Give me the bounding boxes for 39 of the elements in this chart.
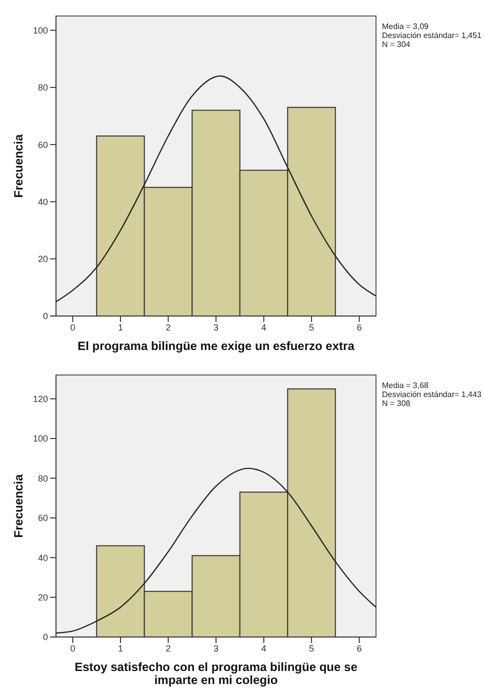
x-tick-label: 4 [261,322,266,332]
x-tick-label: 2 [166,643,171,654]
y-tick-label: 20 [38,254,48,264]
y-axis-title: Frecuencia [11,474,26,538]
y-tick-label: 40 [38,552,48,563]
y-tick-label: 20 [38,592,48,602]
text: Desviación estándar= 1,443 [382,390,482,399]
text: N = 308 [382,399,412,408]
y-tick-label: 0 [42,311,48,322]
x-tick-label: 0 [70,643,76,654]
text: Desviación estándar= 1,451 [382,31,482,40]
x-tick-label: 3 [213,643,219,654]
y-tick-label: 40 [38,196,48,207]
y-axis-title: Frecuencia [11,134,26,198]
y-tick-label: 0 [42,632,48,642]
x-tick-label: 5 [309,643,314,654]
x-tick-label: 5 [309,322,314,332]
y-tick-label: 100 [32,434,48,444]
x-tick-label: 2 [166,322,171,332]
y-tick-label: 120 [32,394,48,404]
x-tick-label: 6 [356,643,362,654]
text: Media = 3,68 [382,381,430,390]
x-tick-label: 4 [261,643,266,654]
y-tick-label: 60 [38,140,48,150]
x-tick-label: 0 [70,322,76,332]
line-series [56,75,376,302]
x-axis-title: Estoy satisfecho con el programa bilingüe que se imparte en mi colegio [74,660,358,687]
y-tick-label: 100 [32,25,48,36]
text: N = 304 [382,40,412,49]
x-tick-label: 1 [118,322,123,332]
x-tick-label: 3 [213,322,219,332]
x-tick-label: 1 [118,643,123,654]
x-axis-title: El programa bilingüe me exige un esfuerzo extra [76,339,356,353]
y-tick-label: 80 [38,473,48,484]
line-series [56,468,376,634]
y-tick-label: 80 [38,82,48,93]
x-tick-label: 6 [356,322,362,332]
text: Media = 3,09 [382,22,430,31]
y-tick-label: 60 [38,513,48,524]
